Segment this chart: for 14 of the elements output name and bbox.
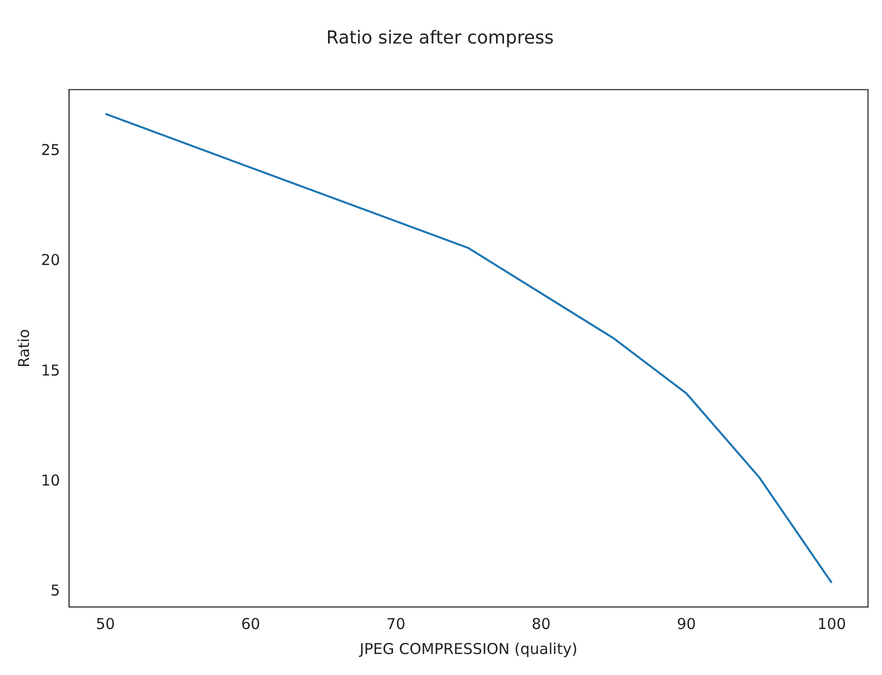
y-tick-label: 25	[40, 141, 60, 160]
y-tick-label: 5	[50, 581, 60, 600]
x-tick-label: 80	[532, 614, 551, 633]
x-tick-label: 50	[96, 614, 115, 633]
y-tick-label: 10	[40, 471, 60, 490]
y-tick-label: 15	[40, 361, 60, 380]
chart-title: Ratio size after compress	[326, 27, 554, 48]
y-axis-title: Ratio	[14, 329, 33, 368]
x-axis-title: JPEG COMPRESSION (quality)	[358, 640, 578, 658]
x-tick-label: 70	[386, 614, 406, 633]
x-tick-label: 90	[676, 614, 696, 633]
x-tick-label: 60	[241, 614, 260, 633]
y-tick-label: 20	[40, 251, 60, 270]
x-tick-label: 100	[817, 614, 846, 633]
